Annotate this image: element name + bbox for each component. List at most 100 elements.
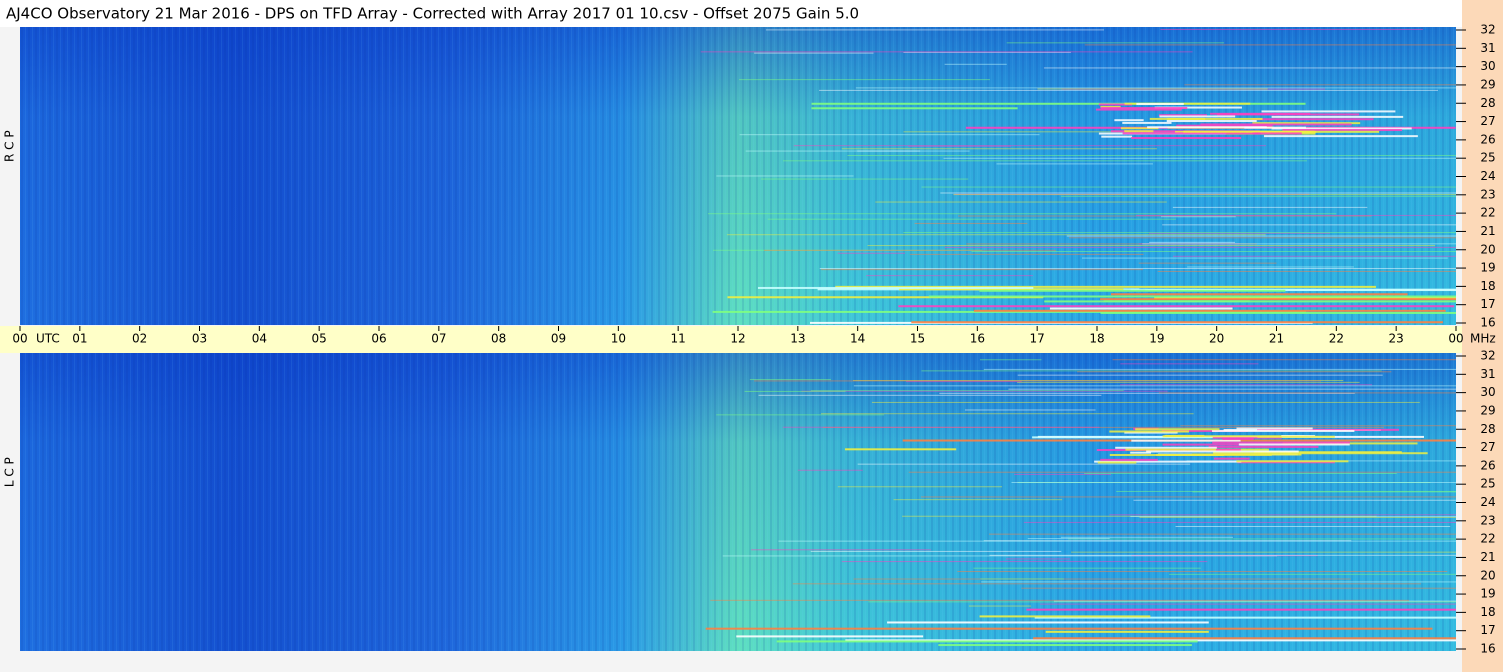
frequency-tick-label: 18 bbox=[1480, 605, 1495, 619]
streak bbox=[1192, 491, 1456, 493]
time-tick-label: 17 bbox=[1030, 332, 1045, 346]
burst bbox=[1136, 103, 1184, 106]
streak bbox=[1180, 425, 1456, 427]
streak bbox=[1169, 573, 1456, 575]
streak bbox=[939, 392, 1355, 394]
frequency-tick-label: 21 bbox=[1480, 550, 1495, 564]
streak bbox=[782, 426, 1100, 428]
burst bbox=[1236, 427, 1313, 430]
streak bbox=[1160, 29, 1423, 31]
streak bbox=[1027, 538, 1110, 540]
streak bbox=[1005, 558, 1070, 560]
streak bbox=[868, 601, 1456, 603]
burst bbox=[1114, 119, 1144, 122]
burst bbox=[1131, 137, 1242, 140]
streak bbox=[810, 390, 1124, 392]
streak bbox=[821, 269, 1143, 271]
time-tick-label: 11 bbox=[671, 332, 686, 346]
streak bbox=[1053, 600, 1456, 602]
streak bbox=[1037, 88, 1268, 90]
streak bbox=[1133, 499, 1456, 501]
streak bbox=[953, 194, 1456, 196]
burst bbox=[1161, 429, 1248, 432]
streak bbox=[1084, 44, 1456, 46]
streak bbox=[847, 154, 1456, 156]
burst bbox=[1131, 439, 1241, 442]
frequency-tick-label: 22 bbox=[1480, 532, 1495, 546]
streak bbox=[1172, 206, 1368, 208]
streak bbox=[966, 243, 1257, 245]
burst bbox=[1094, 460, 1242, 463]
streak bbox=[979, 615, 1151, 618]
frequency-tick-label: 29 bbox=[1480, 77, 1495, 91]
streak bbox=[906, 381, 1022, 383]
streak bbox=[793, 145, 1267, 147]
streak bbox=[821, 413, 1194, 415]
streak bbox=[1049, 307, 1233, 310]
burst bbox=[1200, 123, 1352, 126]
streak bbox=[899, 288, 1124, 291]
burst bbox=[1095, 108, 1182, 111]
streak bbox=[853, 385, 1456, 387]
streak bbox=[875, 201, 1167, 203]
burst bbox=[1252, 130, 1380, 133]
burst bbox=[1122, 121, 1172, 124]
streak bbox=[973, 309, 1446, 312]
burst bbox=[1261, 110, 1396, 113]
burst bbox=[1252, 122, 1361, 125]
time-tick-label: 21 bbox=[1269, 332, 1284, 346]
frequency-tick-label: 23 bbox=[1480, 513, 1495, 527]
time-tick-label: 22 bbox=[1329, 332, 1344, 346]
streak bbox=[1154, 297, 1456, 300]
streak bbox=[758, 394, 1102, 396]
streak bbox=[1026, 608, 1456, 611]
streak bbox=[778, 540, 1456, 542]
streak bbox=[792, 583, 1422, 585]
streak bbox=[1130, 516, 1456, 518]
streak bbox=[1006, 42, 1225, 44]
streak bbox=[1136, 214, 1456, 216]
streak bbox=[745, 150, 970, 152]
spectrogram-texture bbox=[20, 353, 1456, 651]
burst bbox=[1208, 445, 1319, 448]
burst bbox=[1271, 127, 1412, 130]
streak bbox=[1158, 392, 1456, 394]
burst bbox=[1100, 105, 1121, 108]
frequency-tick-label: 19 bbox=[1480, 587, 1495, 601]
streak bbox=[749, 379, 831, 381]
burst bbox=[1101, 135, 1133, 138]
burst bbox=[1122, 132, 1261, 135]
streak bbox=[944, 63, 1007, 65]
frequency-tick-label: 27 bbox=[1480, 114, 1495, 128]
utc-label: UTC bbox=[36, 332, 60, 346]
burst bbox=[1115, 446, 1217, 449]
streak bbox=[1184, 84, 1456, 86]
burst bbox=[1158, 114, 1207, 117]
streak bbox=[1111, 293, 1408, 296]
time-tick-label: 05 bbox=[312, 332, 327, 346]
frequency-tick-label: 29 bbox=[1480, 403, 1495, 417]
frequency-tick-label: 20 bbox=[1480, 242, 1495, 256]
streak bbox=[1139, 516, 1456, 518]
burst bbox=[1100, 458, 1158, 461]
burst bbox=[1124, 130, 1154, 133]
streak bbox=[837, 252, 906, 254]
polarization-label: R C P bbox=[3, 130, 17, 162]
streak bbox=[979, 289, 1286, 292]
burst bbox=[1263, 135, 1418, 138]
streak bbox=[938, 644, 1192, 647]
time-tick-label: 02 bbox=[132, 332, 147, 346]
time-tick-label: 01 bbox=[72, 332, 87, 346]
burst bbox=[1098, 103, 1132, 106]
streak bbox=[1130, 288, 1456, 291]
burst bbox=[1212, 429, 1355, 432]
streak bbox=[1060, 536, 1233, 538]
time-tick-label: 23 bbox=[1389, 332, 1404, 346]
streak bbox=[866, 275, 1033, 277]
streak bbox=[744, 390, 846, 392]
burst bbox=[1109, 430, 1189, 433]
streak bbox=[764, 249, 1056, 251]
streak bbox=[811, 107, 1018, 110]
time-tick-label: 06 bbox=[371, 332, 386, 346]
streak bbox=[911, 321, 1443, 324]
